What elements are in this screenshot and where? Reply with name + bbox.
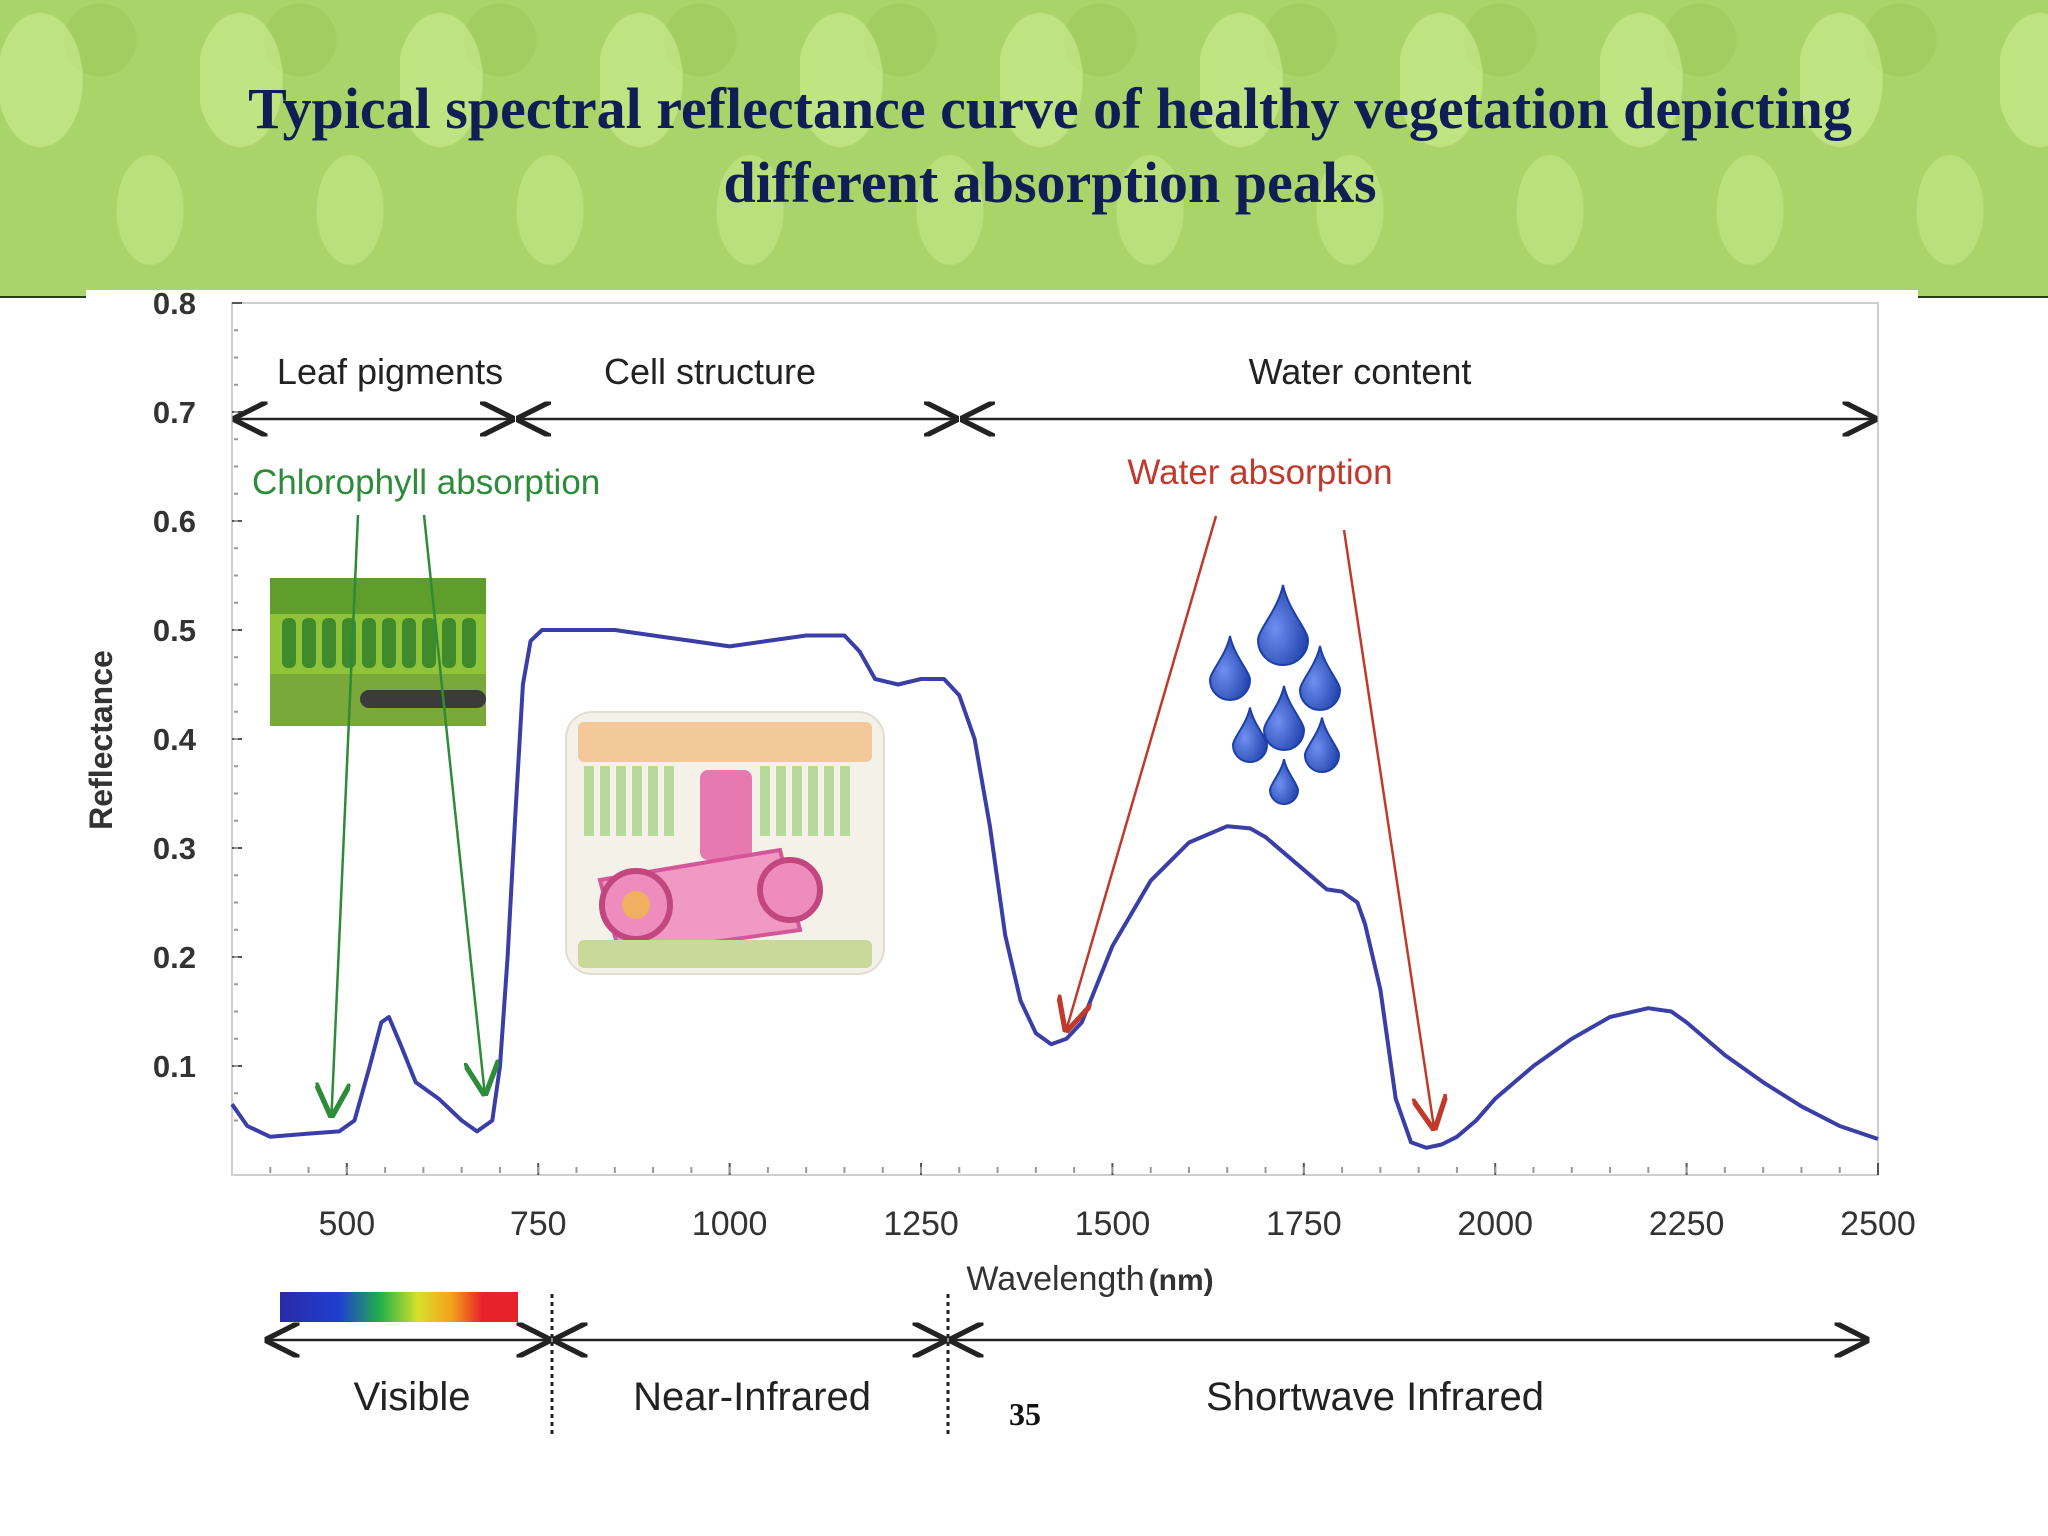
axes: 0.1 0.2 0.3 0.4 0.5 0.6 0.7 0.8 500 750 1000 1250 15…: [83, 286, 1916, 1298]
absorption-callouts: Chlorophyll absorption Water absorption: [252, 453, 1434, 1127]
region-annotations-top: Leaf pigments Cell structure Water content: [236, 351, 1874, 419]
x-axis-unit: (nm): [1149, 1264, 1214, 1297]
x-tick-label: 2000: [1457, 1205, 1533, 1243]
reflectance-curve: [230, 628, 1879, 1150]
water-drop-icon: [1303, 717, 1341, 773]
chlorophyll-arrow: [422, 514, 485, 1093]
y-tick-label: 0.6: [153, 504, 196, 539]
x-tick-label: 1250: [883, 1205, 959, 1243]
y-axis-title: Reflectance: [83, 650, 119, 830]
leaf-cross-section-illustration: [270, 578, 486, 726]
x-tick-label: 1500: [1075, 1205, 1151, 1243]
decorative-banner: [0, 0, 2048, 296]
water-absorption-arrow: [1342, 529, 1434, 1127]
water-drop-icon: [1231, 707, 1269, 763]
water-absorption-arrow: [1066, 515, 1218, 1029]
y-tick-label: 0.5: [153, 613, 196, 648]
region-label-top: Leaf pigments: [277, 351, 503, 392]
water-drop-icon: [1262, 685, 1306, 751]
y-tick-label: 0.2: [153, 940, 196, 975]
x-tick-label: 2250: [1649, 1205, 1725, 1243]
y-tick-label: 0.3: [153, 831, 196, 866]
visible-spectrum-bar: [280, 1292, 518, 1322]
water-absorption-label: Water absorption: [1127, 453, 1392, 492]
region-annotations-bottom: Visible Near-Infrared Shortwave Infrared: [268, 1294, 1866, 1434]
x-tick-label: 1000: [692, 1205, 768, 1243]
y-tick-label: 0.1: [153, 1049, 196, 1084]
water-drop-icon: [1256, 584, 1310, 666]
x-tick-label: 1750: [1266, 1205, 1342, 1243]
slide-title-line-1: Typical spectral reflectance curve of he…: [248, 76, 1852, 141]
y-tick-label: 0.4: [153, 722, 197, 757]
y-tick-label: 0.7: [153, 395, 196, 430]
plot-frame: [231, 302, 1879, 1176]
x-tick-label: 2500: [1840, 1205, 1916, 1243]
slide-title-line-2: different absorption peaks: [723, 150, 1377, 215]
region-label-bottom: Near-Infrared: [633, 1375, 871, 1419]
slide-title: Typical spectral reflectance curve of he…: [150, 72, 1950, 220]
water-droplets-illustration: [1208, 584, 1342, 805]
water-drop-icon: [1268, 758, 1300, 805]
region-label-top: Water content: [1249, 351, 1472, 392]
y-tick-label: 0.8: [153, 286, 196, 321]
x-tick-label: 500: [318, 1205, 375, 1243]
cell-structure-illustration: [565, 711, 885, 975]
region-label-bottom: Shortwave Infrared: [1206, 1375, 1544, 1419]
chlorophyll-arrow: [332, 514, 360, 1115]
water-drop-icon: [1208, 635, 1252, 701]
chlorophyll-absorption-label: Chlorophyll absorption: [252, 463, 600, 502]
x-tick-label: 750: [510, 1205, 567, 1243]
x-axis-title: Wavelength (nm): [966, 1260, 1213, 1298]
reflectance-series-line: [230, 628, 1879, 1150]
region-label-top: Cell structure: [604, 351, 816, 392]
water-drop-icon: [1298, 645, 1342, 711]
x-axis-title-text: Wavelength: [966, 1260, 1144, 1298]
region-label-bottom: Visible: [353, 1375, 470, 1419]
page-number: 35: [1009, 1396, 1041, 1432]
